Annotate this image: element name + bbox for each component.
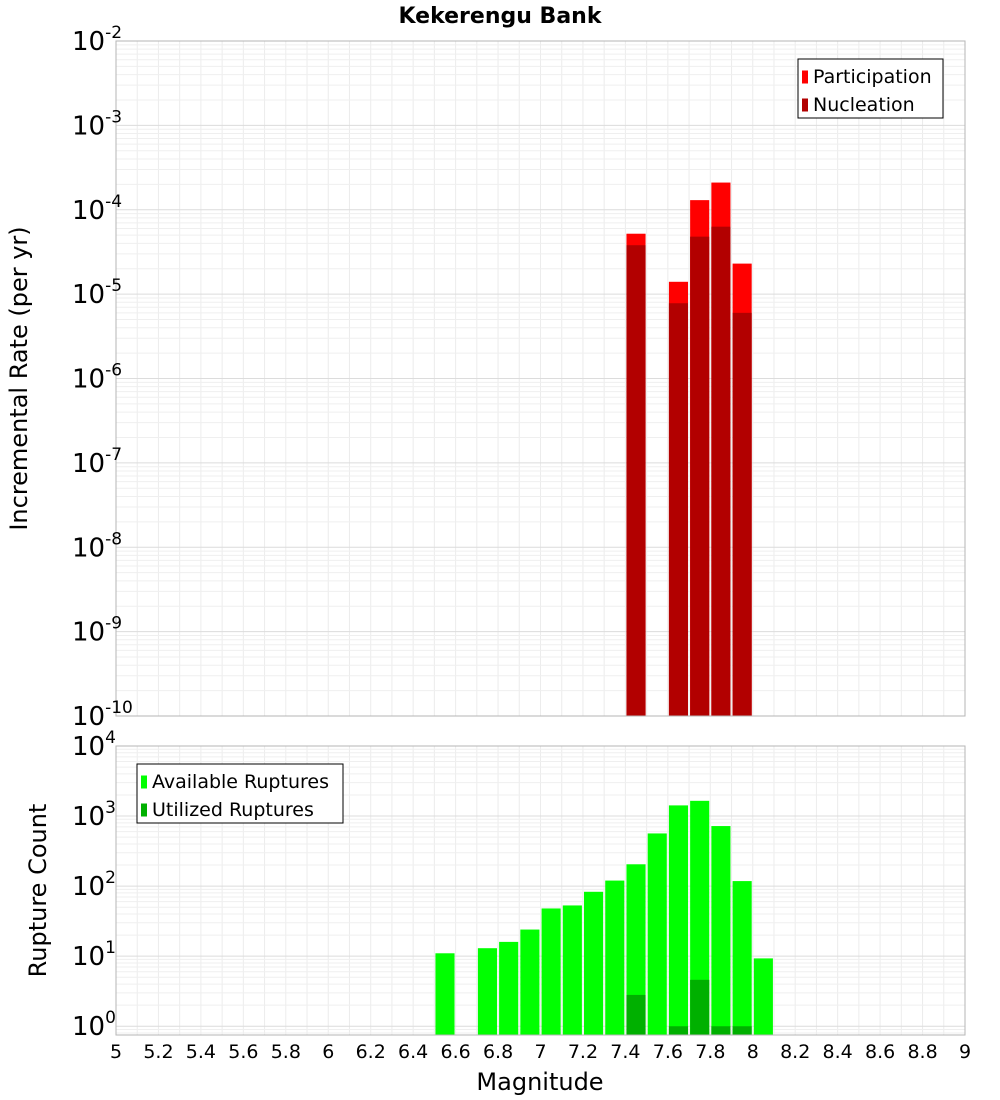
count-bar <box>584 891 604 1035</box>
count-legend-label: Available Ruptures <box>152 771 329 793</box>
rate-y-tick-label: 10-3 <box>72 107 122 141</box>
x-tick-label: 8.4 <box>823 1041 853 1063</box>
x-tick-label: 7 <box>534 1041 546 1063</box>
count-y-tick-label: 102 <box>72 868 116 902</box>
count-y-tick-label: 104 <box>72 728 116 762</box>
x-tick-label: 7.4 <box>610 1041 640 1063</box>
count-bar <box>647 833 667 1035</box>
rate-y-axis-label: Incremental Rate (per yr) <box>5 226 33 530</box>
count-bar <box>605 880 625 1035</box>
x-tick-label: 7.6 <box>653 1041 683 1063</box>
x-tick-label: 5.4 <box>186 1041 216 1063</box>
count-legend-swatch <box>141 775 147 789</box>
rate-y-ticks: 10-10 10-9 10-8 10-7 10-6 10-5 10-4 10-3 10-2 <box>72 23 133 732</box>
x-tick-label: 5.8 <box>271 1041 301 1063</box>
rate-legend: Participation Nucleation <box>797 58 944 119</box>
rate-y-tick-label: 10-8 <box>72 529 122 563</box>
x-tick-label: 6 <box>322 1041 334 1063</box>
count-panel: 100 101 102 103 104 Rupture Count Available Ru… <box>24 728 966 1042</box>
count-y-tick-label: 103 <box>72 798 116 832</box>
x-tick-label: 5 <box>110 1041 122 1063</box>
x-tick-label: 5.2 <box>143 1041 173 1063</box>
count-bar <box>732 881 752 1035</box>
rate-panel: 10-10 10-9 10-8 10-7 10-6 10-5 10-4 10-3 10-2 Inc… <box>5 23 966 732</box>
count-bar <box>499 941 519 1035</box>
x-axis-label: Magnitude <box>476 1068 603 1096</box>
x-tick-label: 8.2 <box>780 1041 810 1063</box>
count-bar <box>668 805 689 1035</box>
rate-y-tick-label: 10-6 <box>72 361 122 395</box>
chart-title: Kekerengu Bank <box>399 4 603 29</box>
count-bar <box>668 1026 689 1035</box>
count-legend-swatch <box>141 803 147 817</box>
count-bar <box>435 953 455 1035</box>
x-tick-label: 5.6 <box>228 1041 258 1063</box>
rate-bar <box>711 226 731 716</box>
rate-gridlines <box>115 40 966 717</box>
count-bar <box>690 979 710 1035</box>
count-y-tick-label: 100 <box>72 1008 116 1042</box>
rate-bar <box>668 303 689 716</box>
rate-y-tick-label: 10-2 <box>72 23 122 57</box>
count-bar <box>520 929 540 1035</box>
count-y-tick-label: 101 <box>72 938 116 972</box>
count-series-utilized-ruptures <box>626 979 752 1035</box>
count-bar <box>626 994 646 1035</box>
x-tick-label: 7.8 <box>695 1041 725 1063</box>
rate-series-nucleation <box>626 226 752 717</box>
rate-y-tick-label: 10-7 <box>72 445 122 479</box>
x-tick-label: 9 <box>959 1041 971 1063</box>
count-series-available-ruptures <box>435 800 773 1035</box>
count-bar <box>690 800 710 1035</box>
x-tick-label: 6.4 <box>398 1041 428 1063</box>
rate-legend-label: Participation <box>813 66 932 88</box>
count-bar <box>477 948 497 1035</box>
rate-y-tick-label: 10-9 <box>72 614 122 648</box>
count-legend: Available Ruptures Utilized Ruptures <box>136 763 344 824</box>
rate-legend-swatch <box>802 70 808 84</box>
rate-legend-swatch <box>802 98 808 112</box>
count-bar <box>541 908 561 1035</box>
x-tick-label: 8.6 <box>865 1041 895 1063</box>
rate-y-tick-label: 10-5 <box>72 276 122 310</box>
x-axis-ticks: 5 5.2 5.4 5.6 5.8 6 6.2 6.4 6.6 6.8 7 7.2 7.4 7.6 7.8 8… <box>110 1041 971 1063</box>
x-tick-label: 8 <box>747 1041 759 1063</box>
count-bar <box>562 905 582 1035</box>
count-bar <box>753 958 773 1035</box>
rate-y-tick-label: 10-10 <box>72 698 133 732</box>
count-bar <box>711 826 731 1035</box>
count-bar <box>626 864 646 1035</box>
rate-bar <box>690 236 710 716</box>
rate-frame <box>115 40 966 717</box>
rate-y-tick-label: 10-4 <box>72 192 122 226</box>
rate-bar <box>626 245 646 717</box>
x-tick-label: 7.2 <box>568 1041 598 1063</box>
x-tick-label: 6.8 <box>483 1041 513 1063</box>
count-legend-box <box>136 763 344 824</box>
x-tick-label: 6.2 <box>356 1041 386 1063</box>
count-legend-label: Utilized Ruptures <box>152 799 314 821</box>
rate-legend-label: Nucleation <box>813 94 915 116</box>
count-y-axis-label: Rupture Count <box>24 804 52 978</box>
count-bar <box>711 1026 731 1035</box>
rate-bar <box>732 312 752 716</box>
x-tick-label: 8.8 <box>907 1041 937 1063</box>
count-frame <box>115 745 966 1036</box>
x-tick-label: 6.6 <box>440 1041 470 1063</box>
count-bar <box>732 1026 752 1035</box>
count-y-ticks: 100 101 102 103 104 <box>72 728 116 1042</box>
rate-legend-box <box>797 58 944 119</box>
